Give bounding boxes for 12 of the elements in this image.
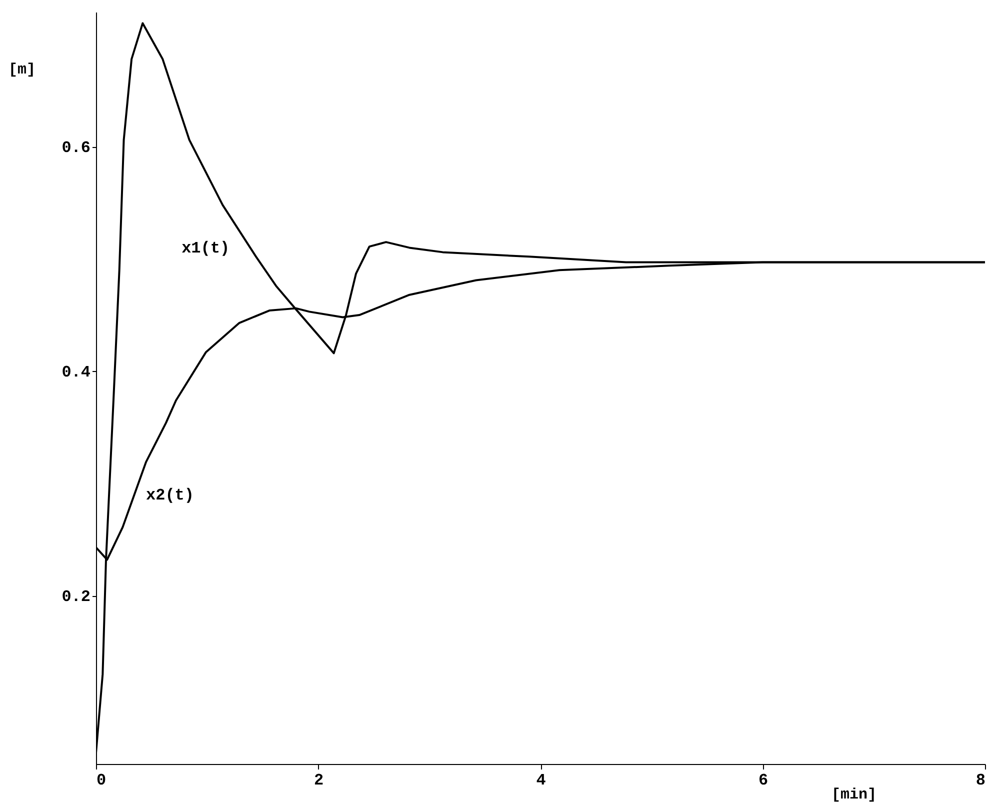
x-tick-label: 0 bbox=[96, 772, 106, 790]
y-axis-title: [m] bbox=[8, 62, 36, 78]
x-tick-label: 6 bbox=[758, 772, 768, 790]
x-tick-label: 4 bbox=[536, 772, 546, 790]
y-tick-label: 0.2 bbox=[62, 588, 90, 606]
x-tick-label: 8 bbox=[976, 772, 986, 790]
y-tick-label: 0.4 bbox=[62, 364, 91, 382]
y-tick-label: 0.6 bbox=[62, 139, 90, 158]
series-label: x1(t) bbox=[182, 240, 230, 258]
x-axis-title: [min] bbox=[831, 786, 876, 802]
series-label: x2(t) bbox=[146, 486, 194, 505]
x-tick-label: 2 bbox=[314, 772, 324, 790]
